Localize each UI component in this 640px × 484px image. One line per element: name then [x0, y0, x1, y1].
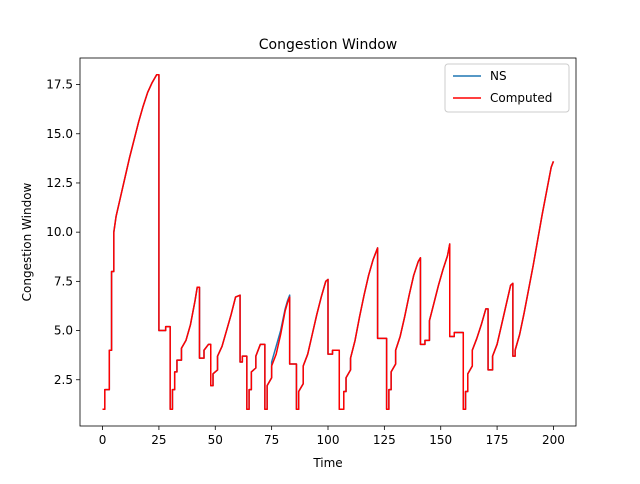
legend-label: Computed [490, 91, 552, 105]
x-axis-label: Time [312, 456, 342, 470]
y-tick-label: 7.5 [54, 274, 73, 288]
legend-label: NS [490, 69, 507, 83]
y-tick-label: 2.5 [54, 373, 73, 387]
x-tick-label: 75 [264, 433, 279, 447]
y-tick-label: 12.5 [46, 176, 73, 190]
x-tick-label: 0 [99, 433, 107, 447]
chart-title: Congestion Window [259, 37, 397, 53]
x-tick-label: 50 [208, 433, 223, 447]
x-tick-label: 175 [486, 433, 509, 447]
x-tick-label: 25 [151, 433, 166, 447]
series-line [102, 73, 555, 411]
y-tick-label: 10.0 [46, 225, 73, 239]
x-tick-label: 150 [429, 433, 452, 447]
x-tick-label: 100 [317, 433, 340, 447]
y-tick-label: 17.5 [46, 78, 73, 92]
x-tick-label: 125 [373, 433, 396, 447]
y-tick-label: 15.0 [46, 127, 73, 141]
plot-frame [79, 57, 577, 427]
y-axis-label: Congestion Window [20, 182, 34, 301]
y-tick-label: 5.0 [54, 324, 73, 338]
x-tick-label: 200 [542, 433, 565, 447]
